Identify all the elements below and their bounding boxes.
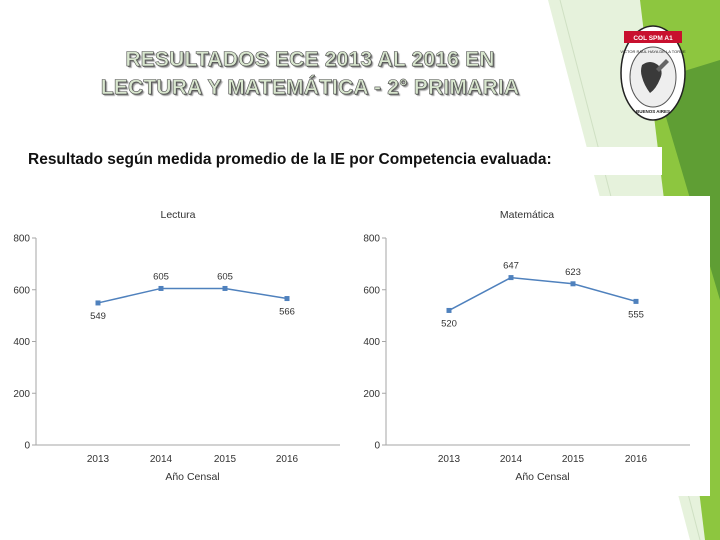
data-label-matematica: 647 [503,261,519,272]
y-tick-label-matematica: 200 [363,389,380,400]
x-tick-label-lectura: 2016 [276,454,299,465]
logo-band-text: COL SPM A1 [633,35,673,42]
slide-title: RESULTADOS ECE 2013 AL 2016 EN LECTURA Y… [40,46,580,102]
y-tick-label-lectura: 400 [13,337,30,348]
data-label-lectura: 549 [90,311,106,322]
chart-title-lectura: Lectura [160,209,195,221]
data-point-lectura [284,296,290,302]
x-tick-label-matematica: 2013 [438,454,461,465]
data-point-lectura [95,300,101,306]
x-tick-label-matematica: 2016 [625,454,648,465]
y-tick-label-matematica: 400 [363,337,380,348]
data-label-matematica: 555 [628,309,644,320]
charts-panel: Lectura 0 200 400 600 800 549 605 605 566 2013 2014… [0,196,710,496]
data-point-matematica [508,275,514,281]
logo-bottom-text: BUENOS AIRES [636,109,670,114]
logo-red-band [624,31,682,43]
y-tick-label-matematica: 600 [363,285,380,296]
x-tick-label-matematica: 2014 [500,454,523,465]
charts-svg: Lectura 0 200 400 600 800 549 605 605 566 2013 2014… [13,209,690,483]
subtitle-box: Resultado según medida promedio de la IE… [22,147,662,175]
slide-title-line-2: LECTURA Y MATEMÁTICA - 2° PRIMARIA [100,76,520,100]
slide-subtitle: Resultado según medida promedio de la IE… [28,151,552,168]
data-label-matematica: 520 [441,318,457,329]
data-label-lectura: 605 [153,271,169,282]
y-tick-label-matematica: 800 [363,234,380,245]
x-tick-label-lectura: 2013 [87,454,110,465]
x-tick-label-matematica: 2015 [562,454,585,465]
data-point-matematica [446,307,452,313]
x-axis-title-matematica: Año Censal [515,471,569,483]
data-point-matematica [633,298,639,304]
y-tick-label-lectura: 200 [13,389,30,400]
slide-title-line-1: RESULTADOS ECE 2013 AL 2016 EN [125,48,495,72]
data-label-lectura: 566 [279,307,295,318]
school-logo: COL SPM A1 VICTOR RAUL HAYA DE LA TORRE … [620,25,686,121]
y-tick-label-matematica: 0 [374,441,380,452]
data-point-lectura [158,285,164,291]
x-tick-label-lectura: 2014 [150,454,173,465]
data-point-matematica [570,281,576,287]
y-tick-label-lectura: 800 [13,234,30,245]
x-axis-title-lectura: Año Censal [165,471,219,483]
data-point-lectura [222,285,228,291]
logo-ring-text: VICTOR RAUL HAYA DE LA TORRE [620,49,686,54]
x-tick-label-lectura: 2015 [214,454,237,465]
data-label-lectura: 605 [217,271,233,282]
y-tick-label-lectura: 0 [24,441,30,452]
y-tick-label-lectura: 600 [13,285,30,296]
series-line-lectura [97,287,288,304]
logo-torch-icon [656,59,669,72]
chart-title-matematica: Matemática [500,209,554,221]
logo-figure-icon [641,62,662,93]
data-label-matematica: 623 [565,267,581,278]
series-line-matematica [448,276,637,312]
